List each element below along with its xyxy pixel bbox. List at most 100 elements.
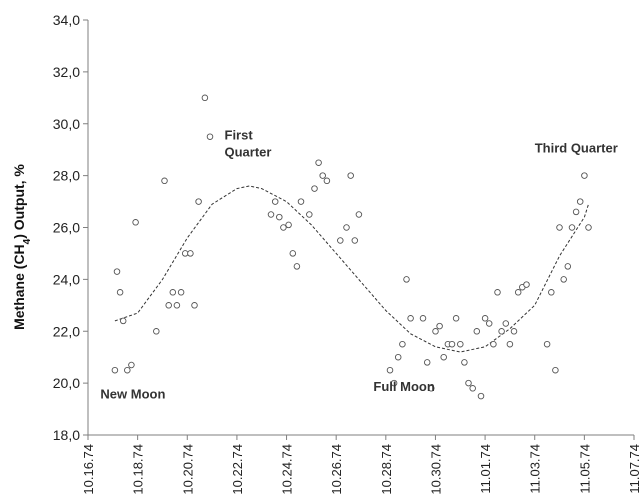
x-tick-label: 10.28.74 xyxy=(379,444,394,495)
x-tick-label: 11.07.74 xyxy=(627,444,641,494)
data-point xyxy=(432,328,439,335)
data-point xyxy=(323,177,331,185)
data-point xyxy=(510,328,518,335)
data-point xyxy=(319,172,326,179)
annotation-first-quarter: First Quarter xyxy=(225,127,272,159)
data-point xyxy=(490,340,497,348)
data-point xyxy=(543,340,551,348)
x-tick-label: 10.18.74 xyxy=(131,444,146,495)
data-point xyxy=(506,340,514,348)
data-point xyxy=(347,172,354,179)
data-point xyxy=(267,211,275,218)
y-tick-label: 18,0 xyxy=(53,427,80,443)
annotation-full-moon: Full Moon xyxy=(373,379,434,394)
y-tick-label: 28,0 xyxy=(53,168,80,184)
data-point xyxy=(568,224,576,231)
x-tick-label: 10.20.74 xyxy=(180,444,195,495)
data-point xyxy=(407,315,414,322)
trend-line xyxy=(114,185,589,353)
data-point xyxy=(419,315,427,322)
data-point xyxy=(423,359,431,366)
data-point xyxy=(465,379,472,387)
data-point xyxy=(481,315,489,322)
data-point xyxy=(111,366,119,374)
annotation-third-quarter: Third Quarter xyxy=(535,140,618,155)
data-point xyxy=(355,211,363,218)
data-point xyxy=(116,289,124,296)
data-point xyxy=(498,328,505,335)
data-point xyxy=(293,263,301,270)
data-point xyxy=(399,340,406,348)
plot-area: 18,0 20,0 22,0 24,0 26,0 28,0 30,0 32,0 34,0 10.1… xyxy=(53,12,641,495)
x-tick-label: 10.16.74 xyxy=(81,444,96,495)
data-point xyxy=(523,281,530,288)
data-point xyxy=(191,302,198,309)
data-point xyxy=(173,302,181,309)
data-point xyxy=(560,276,567,283)
data-point xyxy=(581,172,588,179)
data-point xyxy=(297,198,305,205)
y-tick-label: 32,0 xyxy=(53,64,80,80)
data-point xyxy=(448,340,456,348)
data-point xyxy=(119,317,127,325)
data-point xyxy=(276,213,283,221)
data-point xyxy=(124,366,131,374)
data-point xyxy=(485,320,493,327)
y-tick-label: 34,0 xyxy=(53,12,80,28)
x-tick-label: 11.03.74 xyxy=(528,444,543,494)
data-point xyxy=(576,198,584,205)
data-point xyxy=(403,276,410,283)
data-point xyxy=(572,208,580,216)
x-tick-label: 10.30.74 xyxy=(428,444,443,495)
data-point xyxy=(315,159,322,166)
data-point xyxy=(337,237,344,244)
data-point xyxy=(289,250,297,257)
x-tick-label: 11.05.74 xyxy=(577,444,592,494)
y-tick-label: 20,0 xyxy=(53,375,80,391)
x-tick-label: 11.01.74 xyxy=(478,444,493,494)
data-point xyxy=(165,302,172,309)
y-tick-label: 26,0 xyxy=(53,220,80,236)
data-point xyxy=(502,320,510,327)
data-point xyxy=(469,385,476,392)
data-point xyxy=(473,328,481,335)
data-point xyxy=(201,94,209,102)
data-point xyxy=(548,289,555,296)
data-point xyxy=(343,224,350,231)
x-tick-label: 10.26.74 xyxy=(329,444,344,495)
data-point xyxy=(311,185,318,192)
y-tick-label: 30,0 xyxy=(53,116,80,132)
data-point xyxy=(128,361,135,369)
data-point xyxy=(280,224,287,231)
data-point xyxy=(452,315,460,322)
data-point xyxy=(132,219,139,226)
data-point xyxy=(390,379,398,387)
data-point xyxy=(440,353,447,361)
data-point xyxy=(394,353,402,361)
data-point xyxy=(187,250,194,257)
annotation-new-moon: New Moon xyxy=(100,387,165,402)
data-point xyxy=(552,366,559,374)
data-point xyxy=(494,289,501,296)
data-point xyxy=(306,211,313,218)
x-tick-label: 10.22.74 xyxy=(230,444,245,495)
data-point xyxy=(351,237,359,244)
data-point xyxy=(457,340,464,348)
data-point xyxy=(585,224,592,231)
y-tick-label: 22,0 xyxy=(53,323,80,339)
data-point xyxy=(556,224,563,231)
y-tick-label: 24,0 xyxy=(53,271,80,287)
data-point xyxy=(113,268,121,275)
data-point xyxy=(285,221,292,229)
data-point xyxy=(564,263,572,270)
data-point xyxy=(177,289,185,296)
data-point xyxy=(195,198,202,205)
data-point xyxy=(161,177,168,185)
data-point xyxy=(461,359,468,366)
data-point xyxy=(386,366,394,374)
data-point xyxy=(436,322,443,330)
data-point xyxy=(153,328,160,335)
data-point xyxy=(428,385,435,392)
data-point xyxy=(514,289,522,296)
